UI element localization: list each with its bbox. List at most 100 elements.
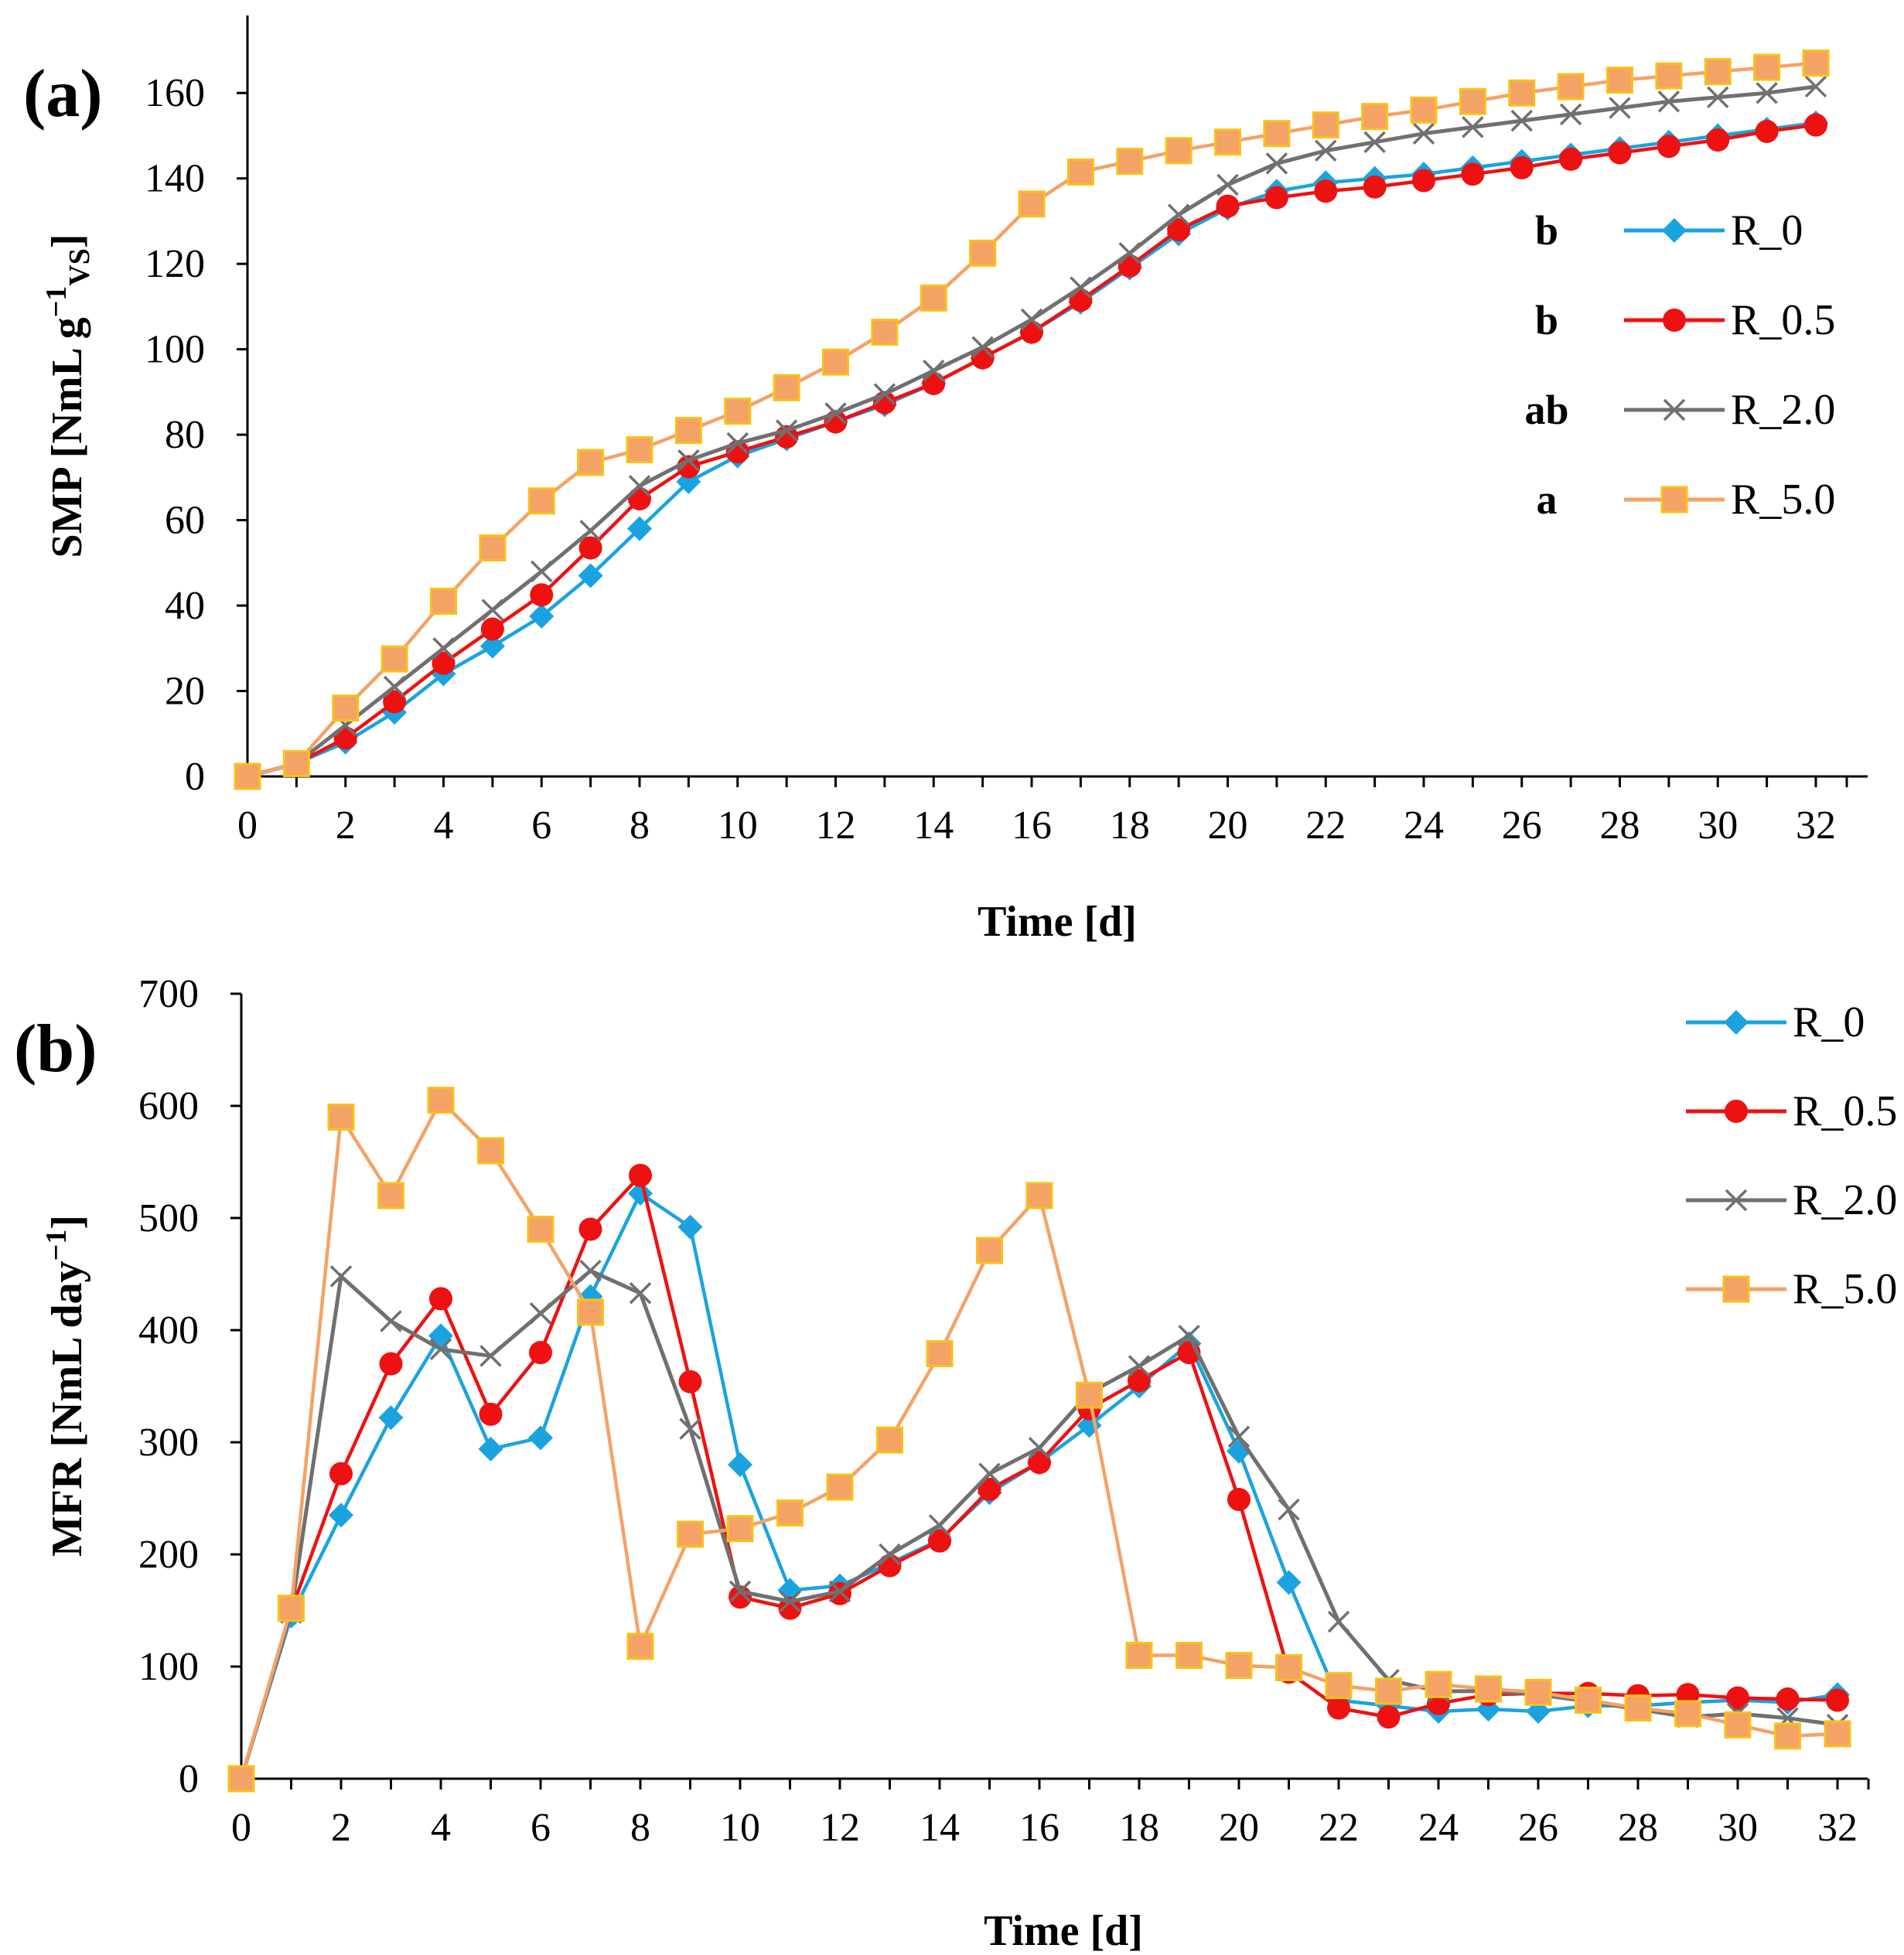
data-point-r-0: [479, 633, 505, 659]
y-tick-label: 400: [138, 1308, 199, 1353]
legend-marker-r-0: [1724, 1010, 1749, 1035]
data-point-r-5-0: [1724, 1711, 1752, 1738]
data-point-r-2-0: [1178, 1325, 1200, 1347]
data-point-r-0-5: [1461, 162, 1485, 186]
data-point-r-5-0: [1824, 1720, 1851, 1748]
significance-letter-r-5-0: a: [1537, 476, 1558, 523]
legend-marker-r-0: [1662, 218, 1687, 243]
x-tick-label: 20: [1208, 803, 1248, 848]
y-tick-label: 40: [165, 584, 205, 628]
data-point-r-0-5: [1028, 1451, 1051, 1475]
data-point-r-0-5: [379, 1352, 403, 1376]
legend-marker-r-5-0: [1660, 486, 1688, 513]
data-point-r-5-0: [377, 1182, 404, 1210]
data-point-r-5-0: [1475, 1675, 1502, 1703]
legend-marker-r-2-0: [1663, 398, 1686, 421]
data-point-r-0-5: [1804, 113, 1827, 137]
significance-letter-r-2-0: ab: [1524, 387, 1568, 433]
y-axis-title-a: SMP [NmL g−1VS]: [40, 234, 96, 558]
y-axis-title-b: MFR [NmL day−1]: [40, 1215, 91, 1557]
data-point-r-5-0: [926, 1339, 954, 1367]
x-tick-label: 18: [1119, 1806, 1159, 1850]
data-point-r-2-0: [481, 599, 504, 621]
legend-label-r-2-0: R_2.0: [1731, 386, 1835, 434]
data-point-r-5-0: [1508, 79, 1536, 107]
data-point-r-5-0: [773, 374, 800, 401]
data-point-r-5-0: [826, 1473, 854, 1501]
data-point-r-5-0: [1606, 67, 1633, 94]
x-tick-label: 6: [531, 1806, 551, 1850]
data-point-r-0-5: [677, 455, 701, 479]
x-tick-label: 14: [920, 1806, 960, 1850]
y-tick-label: 300: [138, 1421, 199, 1465]
x-axis-title-b: Time [d]: [984, 1907, 1143, 1955]
data-point-r-5-0: [1624, 1694, 1652, 1722]
x-tick-label: 4: [431, 1806, 451, 1850]
data-point-r-5-0: [1325, 1672, 1353, 1700]
data-point-r-0-5: [1657, 135, 1681, 159]
legend-marker-r-5-0: [1722, 1275, 1750, 1303]
data-point-r-5-0: [871, 319, 899, 346]
data-point-r-5-0: [1225, 1652, 1253, 1680]
chart-panel-a: (a) 0 2 4 6 8 10 12 14 16 18 20 22 24 26 28 30 320204060…: [23, 15, 1868, 946]
data-point-r-0-5: [1726, 1686, 1749, 1710]
chart-panel-b: (b) 0 2 4 6 8 10 12 14 16 18 20 22 24 26 28 30 320100200…: [14, 972, 1897, 1955]
data-point-r-2-0: [1756, 81, 1778, 104]
data-point-r-2-0: [1804, 75, 1827, 98]
data-point-r-2-0: [779, 1590, 801, 1613]
data-point-r-0-5: [1412, 169, 1435, 193]
legend-label-r-5-0: R_5.0: [1731, 476, 1835, 524]
data-point-r-2-0: [729, 1580, 752, 1603]
data-point-r-0-5: [628, 486, 651, 510]
data-point-r-5-0: [577, 449, 605, 476]
data-point-r-5-0: [1214, 128, 1241, 156]
legend-label-r-0: R_0: [1793, 998, 1865, 1046]
data-point-r-5-0: [1655, 62, 1683, 90]
data-point-r-5-0: [920, 284, 947, 312]
x-tick-label: 22: [1319, 1806, 1359, 1850]
significance-letter-r-0: b: [1535, 207, 1558, 254]
legend-label-r-0-5: R_0.5: [1731, 296, 1835, 344]
data-point-r-2-0: [923, 360, 945, 382]
data-point-r-2-0: [1070, 276, 1092, 299]
data-point-r-0: [1276, 1570, 1302, 1595]
significance-letter-r-0-5: b: [1535, 297, 1558, 343]
y-tick-label: 80: [165, 413, 205, 457]
data-point-r-0-5: [1755, 119, 1779, 143]
data-point-r-5-0: [1575, 1687, 1602, 1714]
data-point-r-2-0: [1216, 173, 1239, 196]
data-point-r-5-0: [822, 348, 849, 376]
data-point-r-5-0: [976, 1237, 1003, 1264]
panel-label-a: (a): [23, 56, 103, 131]
data-point-r-5-0: [1066, 158, 1094, 186]
data-point-r-5-0: [1165, 137, 1193, 165]
data-point-r-2-0: [380, 1310, 402, 1332]
data-point-r-2-0: [383, 675, 406, 698]
data-point-r-5-0: [477, 1137, 504, 1165]
x-tick-label: 26: [1502, 803, 1542, 848]
data-point-r-5-0: [1375, 1677, 1402, 1705]
data-point-r-5-0: [527, 1216, 554, 1243]
data-point-r-5-0: [1312, 111, 1339, 139]
x-tick-label: 32: [1817, 1806, 1858, 1850]
data-point-r-0-5: [1559, 147, 1583, 171]
series-line-r-0: [247, 121, 1817, 779]
y-tick-label: 20: [165, 670, 205, 714]
data-point-r-0-5: [1826, 1688, 1849, 1712]
data-point-r-2-0: [879, 1543, 901, 1566]
x-tick-label: 10: [720, 1806, 760, 1850]
data-point-r-0: [728, 1452, 752, 1477]
data-point-r-5-0: [427, 1087, 455, 1114]
data-point-r-2-0: [1609, 97, 1631, 119]
data-point-r-0-5: [629, 1163, 652, 1187]
series-r-2-0: [230, 1259, 1849, 1790]
x-tick-label: 30: [1698, 803, 1738, 848]
data-point-r-2-0: [529, 1302, 552, 1325]
data-point-r-5-0: [1459, 87, 1486, 115]
data-point-r-2-0: [824, 402, 847, 425]
data-point-r-2-0: [628, 475, 651, 497]
data-point-r-5-0: [1275, 1653, 1302, 1681]
data-point-r-0-5: [1377, 1705, 1401, 1729]
data-point-r-0: [478, 1436, 503, 1462]
x-tick-label: 18: [1110, 803, 1150, 848]
